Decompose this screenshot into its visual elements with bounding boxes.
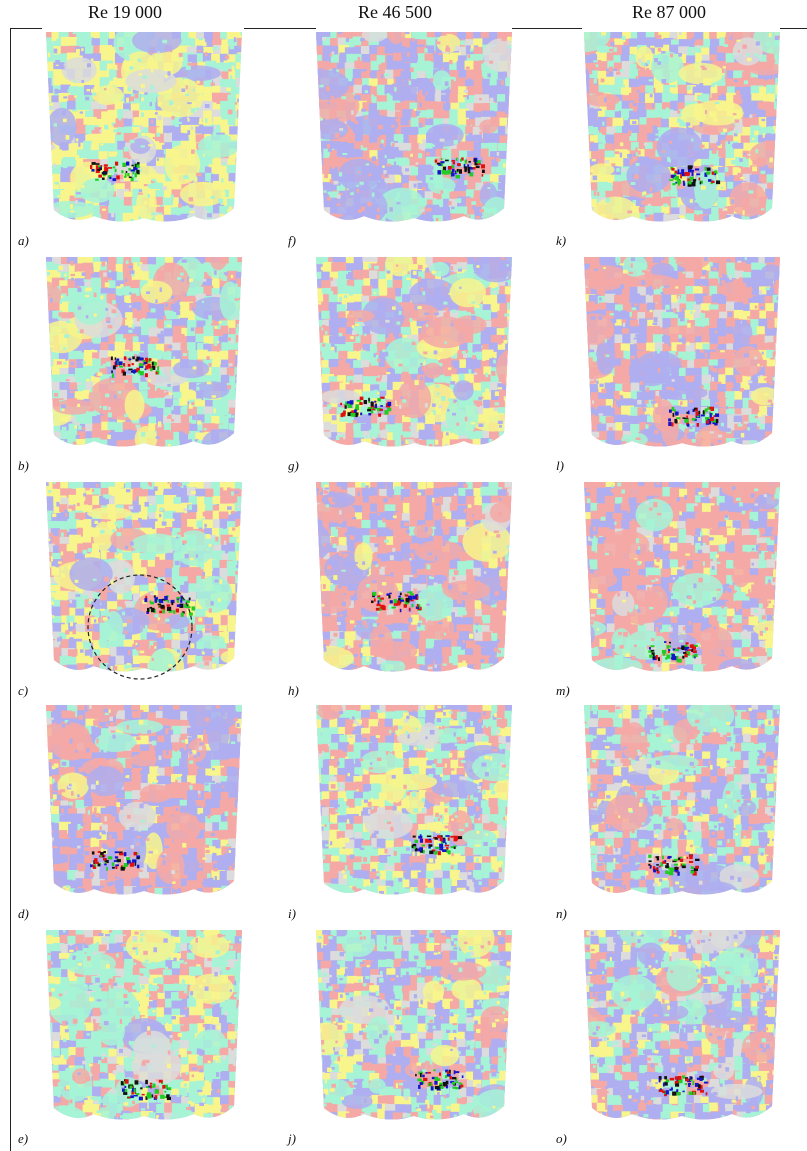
left-border-line	[10, 28, 11, 1151]
panel-e	[44, 928, 244, 1128]
panel-label: i)	[288, 906, 296, 921]
panel-a	[44, 30, 244, 230]
highlight-circle	[87, 574, 193, 680]
top-rule-2	[244, 28, 316, 29]
flow-field-map	[316, 32, 512, 222]
panel-label: o)	[556, 1131, 567, 1146]
panel-o	[582, 928, 782, 1128]
panel-b	[44, 255, 244, 455]
flow-field-map	[584, 482, 780, 672]
column-title-2: Re 46 500	[358, 2, 432, 22]
panel-label: l)	[556, 458, 564, 473]
flow-field-map	[316, 257, 512, 447]
flow-field-map	[46, 32, 242, 222]
panel-i	[314, 703, 514, 903]
panel-label: b)	[18, 458, 29, 473]
column-title-3: Re 87 000	[632, 2, 706, 22]
panel-j	[314, 928, 514, 1128]
flow-field-map	[316, 482, 512, 672]
flow-field-map	[316, 930, 512, 1120]
top-rule-4	[780, 28, 807, 29]
panel-label: m)	[556, 683, 570, 698]
flow-field-map	[46, 482, 242, 680]
panel-label: g)	[288, 458, 299, 473]
panel-h	[314, 480, 514, 680]
top-rule-3	[512, 28, 582, 29]
flow-field-map	[46, 705, 242, 895]
panel-n	[582, 703, 782, 903]
panel-l	[582, 255, 782, 455]
panel-m	[582, 480, 782, 680]
panel-label: h)	[288, 683, 299, 698]
panel-d	[44, 703, 244, 903]
flow-field-map	[316, 705, 512, 895]
flow-field-map	[584, 930, 780, 1120]
panel-label: a)	[18, 233, 29, 248]
panel-label: n)	[556, 906, 567, 921]
panel-label: e)	[18, 1131, 29, 1146]
panel-label: d)	[18, 906, 29, 921]
panel-c	[44, 480, 244, 680]
flow-field-map	[584, 257, 780, 447]
flow-field-map	[584, 32, 780, 222]
flow-field-map	[46, 930, 242, 1120]
panel-label: f)	[288, 233, 296, 248]
panel-label: c)	[18, 683, 29, 698]
flow-field-map	[584, 705, 780, 895]
panel-label: k)	[556, 233, 567, 248]
column-title-1: Re 19 000	[88, 2, 162, 22]
top-rule-1	[10, 28, 42, 29]
panel-g	[314, 255, 514, 455]
panel-label: j)	[288, 1131, 296, 1146]
flow-field-map	[46, 257, 242, 447]
panel-k	[582, 30, 782, 230]
panel-f	[314, 30, 514, 230]
